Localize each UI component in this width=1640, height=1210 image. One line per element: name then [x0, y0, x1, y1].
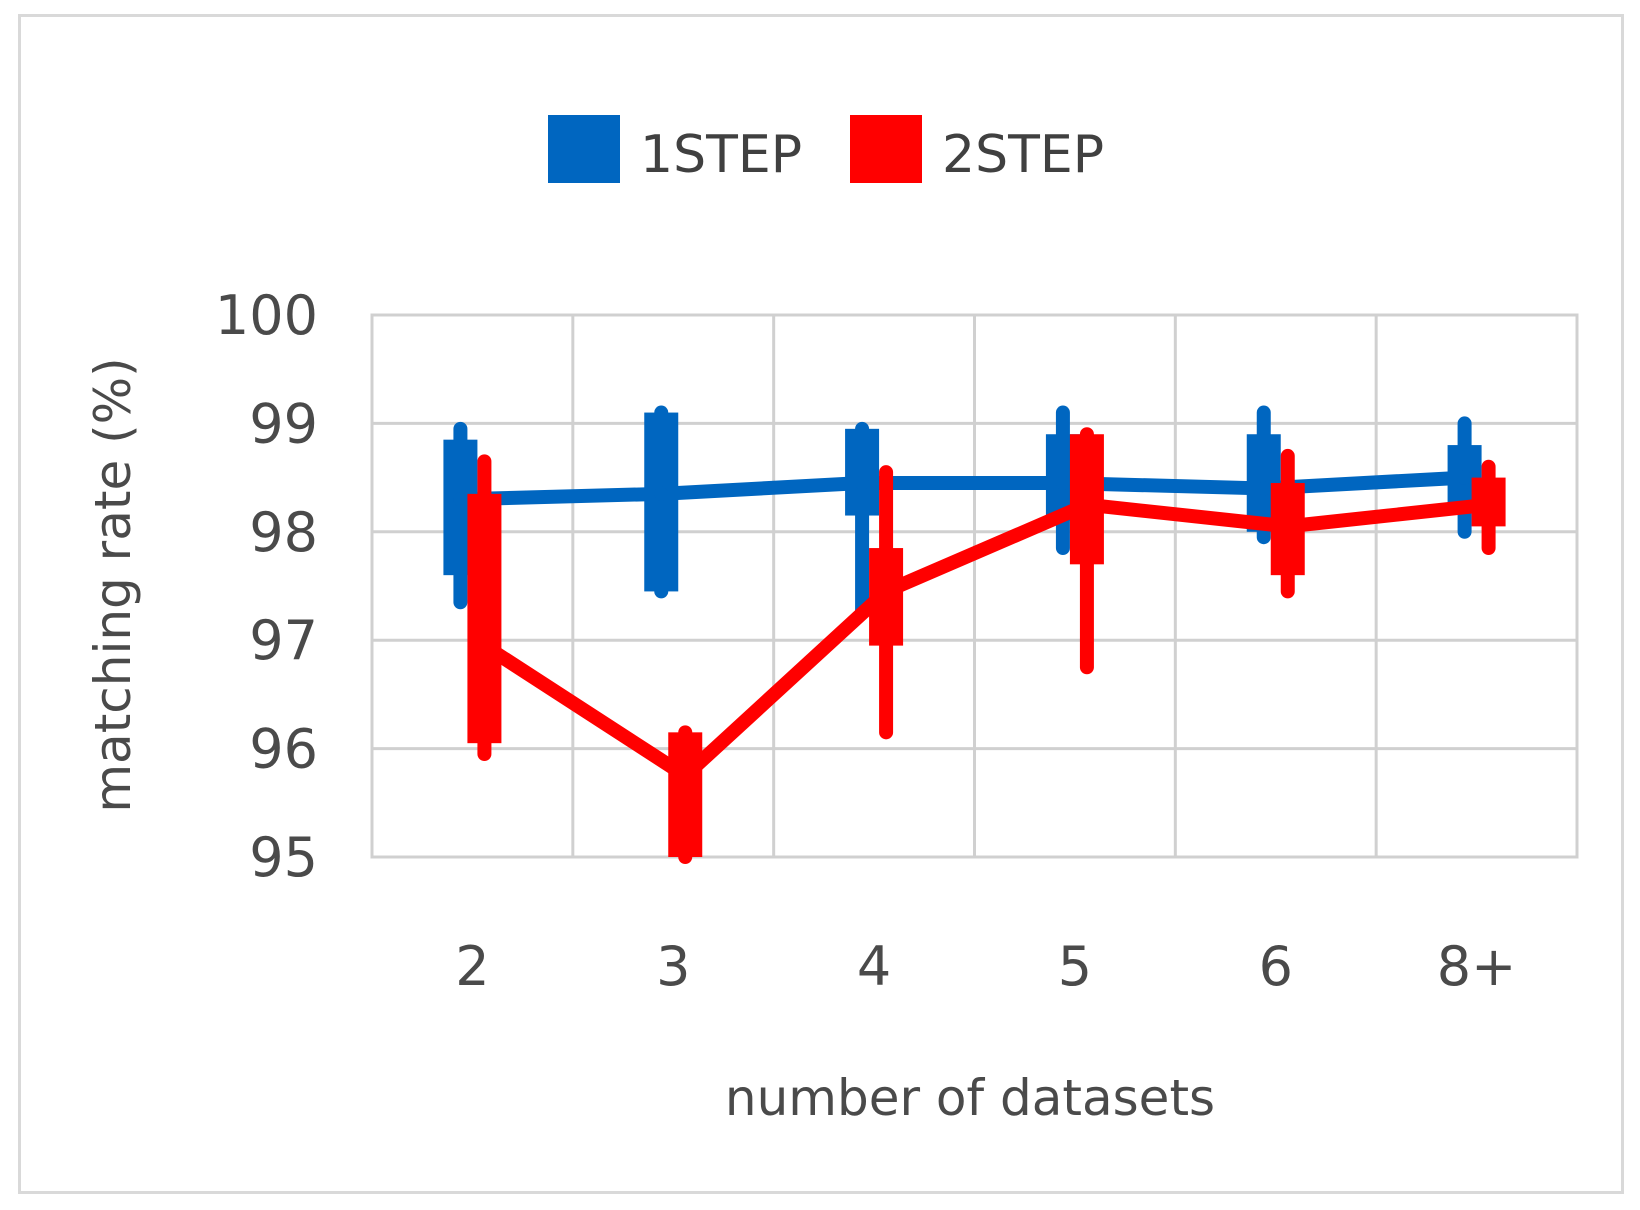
- legend-swatch-1step: [548, 115, 620, 183]
- box: [668, 732, 703, 857]
- x-tick-label: 6: [1259, 935, 1293, 998]
- box: [644, 412, 679, 592]
- data-point: [1457, 470, 1472, 485]
- series-1step: [443, 405, 1482, 621]
- series-line: [477, 497, 1496, 783]
- legend-swatch-2step: [850, 115, 922, 183]
- y-tick-label: 99: [249, 392, 318, 455]
- data-point: [855, 476, 870, 491]
- data-point: [1481, 497, 1496, 512]
- legend-label-1step: 1STEP: [640, 125, 802, 185]
- data-point: [1055, 476, 1070, 491]
- x-tick-label: 3: [656, 935, 690, 998]
- data-point: [678, 768, 693, 783]
- y-tick-label: 96: [249, 718, 318, 781]
- data-point: [879, 584, 894, 599]
- y-axis-label: matching rate (%): [84, 357, 142, 812]
- x-tick-label: 2: [455, 935, 489, 998]
- data-point: [477, 638, 492, 653]
- y-tick-label: 97: [249, 609, 318, 672]
- data-point: [1079, 497, 1094, 512]
- x-tick-labels: 2 3 4 5 6 8+: [455, 935, 1516, 998]
- y-tick-labels: 95 96 97 98 99 100: [215, 284, 318, 889]
- y-tick-label: 98: [249, 501, 318, 564]
- data-point: [453, 492, 468, 507]
- data-point: [1256, 481, 1271, 496]
- box: [467, 493, 502, 744]
- y-tick-label: 95: [249, 826, 318, 889]
- legend: 1STEP 2STEP: [548, 115, 1104, 185]
- series-line: [453, 470, 1472, 507]
- box: [845, 428, 880, 516]
- series-2step: [467, 427, 1506, 864]
- x-tick-label: 8+: [1437, 935, 1517, 998]
- data-point: [1280, 519, 1295, 534]
- grid-layer: [370, 313, 1579, 859]
- series-layer: [443, 405, 1506, 864]
- x-axis-label: number of datasets: [725, 1069, 1215, 1127]
- x-tick-label: 4: [857, 935, 891, 998]
- x-tick-label: 5: [1058, 935, 1092, 998]
- chart-frame: [18, 14, 1624, 1194]
- legend-label-2step: 2STEP: [942, 125, 1104, 185]
- data-point: [654, 486, 669, 501]
- y-tick-label: 100: [215, 284, 318, 347]
